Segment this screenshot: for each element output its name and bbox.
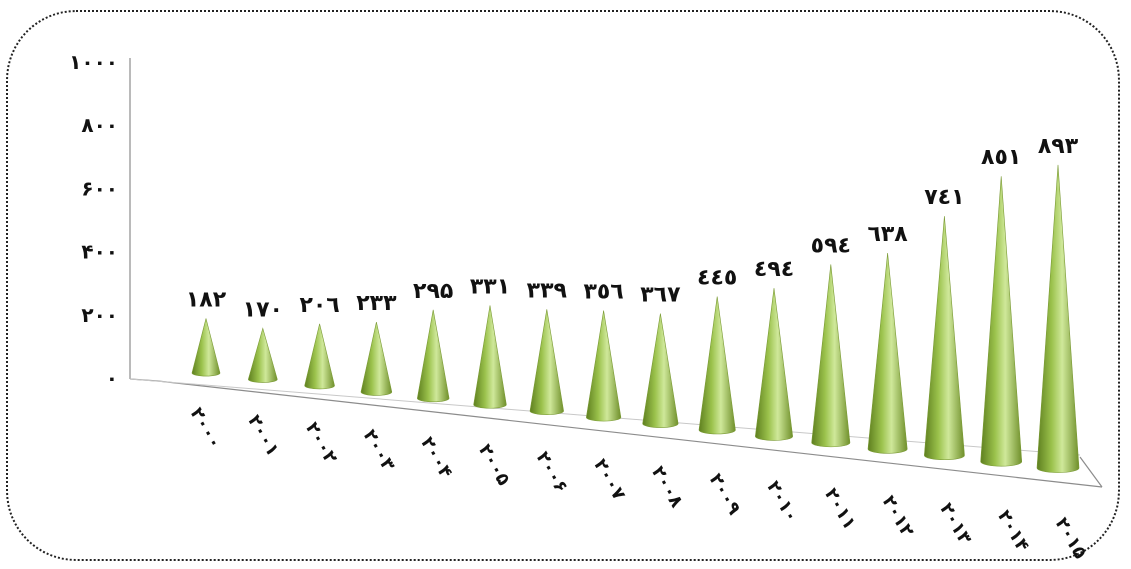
cone-bar — [642, 313, 679, 428]
x-tick-label: ۲۰۱۱ — [820, 485, 860, 534]
y-tick-label: ۲۰۰ — [81, 303, 118, 327]
value-label: ۳۳۱ — [470, 274, 510, 299]
value-label: ۱۸۲ — [186, 287, 227, 312]
value-label: ۸۹۳ — [1038, 134, 1079, 159]
x-tick-label: ۲۰۰۷ — [589, 455, 629, 504]
x-tick-label: ۲۰۱۲ — [878, 492, 918, 541]
x-tick-label: ۲۰۱۳ — [935, 499, 975, 548]
y-tick-label: ۸۰۰ — [81, 113, 118, 137]
value-label: ۲۹۵ — [413, 279, 453, 304]
cone-bar — [586, 310, 622, 422]
cone-bar — [248, 327, 278, 383]
value-label: ٥۹٤ — [811, 233, 851, 258]
cone-bar — [811, 264, 851, 448]
y-tick-label: ۱۰۰۰ — [69, 50, 118, 74]
value-label: ۳٥٦ — [583, 280, 623, 305]
cone-bar — [360, 322, 393, 396]
cone-bar — [417, 309, 450, 403]
cone-bar — [529, 309, 564, 415]
value-label: ۳٦٧ — [640, 283, 681, 308]
value-label: ۳۳۹ — [527, 278, 567, 303]
value-label: ٤۹٤ — [754, 257, 794, 282]
cone-bar — [924, 216, 965, 461]
value-label: ٦۳۸ — [867, 222, 908, 247]
value-label: ٤٤٥ — [697, 266, 737, 291]
y-tick-label: ۶۰۰ — [81, 176, 118, 200]
x-tick-label: ۲۰۰۰ — [186, 404, 226, 453]
x-tick-label: ۲۰۰۴ — [416, 433, 456, 482]
value-label: ۷٤۱ — [924, 185, 964, 210]
x-tick-label: ۲۰۰۶ — [532, 448, 572, 497]
cone-bar — [304, 323, 335, 390]
value-label: ۲۰٦ — [299, 293, 339, 318]
cone-bar — [980, 176, 1023, 467]
cone-bar — [755, 288, 793, 441]
cone-bar — [473, 305, 507, 409]
x-tick-label: ۲۰۰۹ — [705, 470, 745, 519]
x-tick-label: ۲۰۱۵ — [1051, 514, 1091, 563]
value-label: ۲۳۳ — [356, 291, 397, 316]
x-tick-label: ۲۰۰۱ — [243, 411, 283, 460]
x-tick-label: ۲۰۱۴ — [993, 507, 1033, 556]
x-tick-label: ۲۰۱۰ — [762, 477, 802, 526]
x-tick-label: ۲۰۰۸ — [647, 463, 687, 512]
cone-bar — [867, 253, 908, 454]
y-tick-label: ۰ — [106, 366, 118, 390]
value-label: ۸٥۱ — [981, 145, 1021, 170]
cone-bar — [698, 296, 736, 435]
y-axis-tick-labels: ۰ ۲۰۰ ۴۰۰ ۶۰۰ ۸۰۰ ۱۰۰۰ — [69, 50, 118, 390]
chart-frame — [6, 10, 1120, 561]
cone-bar — [191, 318, 221, 377]
y-tick-label: ۴۰۰ — [81, 240, 118, 264]
chart-cones — [191, 164, 1080, 473]
cone-bar — [1036, 164, 1080, 473]
x-tick-label: ۲۰۰۳ — [359, 426, 399, 475]
value-label: ۱۷۰ — [243, 297, 283, 322]
x-tick-label: ۲۰۰۵ — [474, 441, 514, 490]
chart-value-labels: ۱۸۲ ۱۷۰ ۲۰٦ ۲۳۳ ۲۹۵ ۳۳۱ ۳۳۹ ۳٥٦ ۳٦٧ ٤٤٥ ٤۹٤ ٥۹٤ ٦۳۸ ۷… — [186, 134, 1079, 322]
x-tick-label: ۲۰۰۲ — [301, 419, 341, 468]
